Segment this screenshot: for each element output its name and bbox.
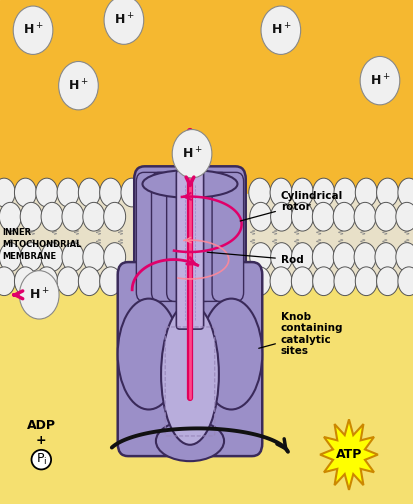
Ellipse shape [333,243,355,271]
Ellipse shape [100,267,121,295]
Ellipse shape [249,178,271,207]
Ellipse shape [312,202,334,231]
Ellipse shape [100,178,121,207]
Ellipse shape [62,243,84,271]
Ellipse shape [121,178,143,207]
Ellipse shape [313,178,335,207]
Ellipse shape [271,243,292,271]
Circle shape [19,271,59,319]
FancyBboxPatch shape [134,166,246,307]
Ellipse shape [57,178,79,207]
Ellipse shape [292,202,313,231]
Text: Knob
containing
catalytic
sites: Knob containing catalytic sites [259,311,343,356]
Ellipse shape [104,202,126,231]
Ellipse shape [377,178,399,207]
Ellipse shape [78,267,100,295]
Ellipse shape [78,178,100,207]
Ellipse shape [250,202,272,231]
Circle shape [261,6,301,54]
Ellipse shape [83,202,105,231]
Ellipse shape [312,243,334,271]
Ellipse shape [355,267,377,295]
Ellipse shape [62,202,84,231]
Ellipse shape [398,178,413,207]
Ellipse shape [354,202,376,231]
Text: H$^+$: H$^+$ [23,23,43,38]
Ellipse shape [41,243,63,271]
Ellipse shape [375,202,397,231]
Text: H$^+$: H$^+$ [68,78,89,93]
Ellipse shape [355,178,377,207]
Circle shape [172,130,212,178]
Circle shape [13,6,53,54]
Text: H$^+$: H$^+$ [29,287,50,302]
Text: Cylindrical
rotor: Cylindrical rotor [240,191,343,221]
Circle shape [360,56,400,105]
Ellipse shape [333,202,355,231]
Text: H$^+$: H$^+$ [271,23,291,38]
FancyBboxPatch shape [197,172,228,301]
Ellipse shape [270,178,292,207]
Ellipse shape [14,267,36,295]
Text: ADP: ADP [27,419,56,432]
Ellipse shape [20,202,42,231]
Ellipse shape [14,178,36,207]
Ellipse shape [271,202,292,231]
Ellipse shape [250,243,272,271]
Ellipse shape [396,202,413,231]
FancyBboxPatch shape [212,172,244,301]
Text: ATP: ATP [336,448,362,461]
Ellipse shape [292,243,313,271]
Polygon shape [320,419,378,490]
Bar [0,194,413,280]
Circle shape [104,0,144,44]
Ellipse shape [398,267,413,295]
Ellipse shape [270,267,292,295]
FancyBboxPatch shape [118,262,262,456]
Bar [0,0,413,194]
FancyBboxPatch shape [176,170,204,329]
Ellipse shape [83,243,105,271]
Ellipse shape [354,243,376,271]
Ellipse shape [396,243,413,271]
Ellipse shape [334,178,356,207]
Ellipse shape [0,267,15,295]
Text: INNER
MITOCHONDRIAL
MEMBRANE: INNER MITOCHONDRIAL MEMBRANE [2,228,81,261]
FancyBboxPatch shape [182,172,214,301]
Ellipse shape [161,303,219,445]
FancyBboxPatch shape [167,172,198,301]
Ellipse shape [377,267,399,295]
Ellipse shape [292,178,313,207]
Ellipse shape [292,267,313,295]
FancyBboxPatch shape [152,172,183,301]
Ellipse shape [104,243,126,271]
Bar [0,280,413,504]
Text: H$^+$: H$^+$ [370,73,390,88]
Ellipse shape [20,243,42,271]
Ellipse shape [156,421,224,461]
Ellipse shape [249,267,271,295]
Ellipse shape [36,178,58,207]
Ellipse shape [0,202,21,231]
Ellipse shape [36,267,58,295]
Ellipse shape [0,178,15,207]
Ellipse shape [41,202,63,231]
Ellipse shape [121,267,143,295]
Text: $\mathsf{P_i}$: $\mathsf{P_i}$ [36,452,47,467]
Ellipse shape [0,243,21,271]
Ellipse shape [375,243,397,271]
Ellipse shape [142,170,237,198]
Ellipse shape [313,267,335,295]
Ellipse shape [118,298,180,409]
Ellipse shape [200,298,262,409]
Text: +: + [36,434,47,448]
Text: H$^+$: H$^+$ [182,146,202,161]
Text: Rod: Rod [207,252,304,265]
Ellipse shape [57,267,79,295]
Circle shape [59,61,98,110]
Ellipse shape [334,267,356,295]
Text: H$^+$: H$^+$ [114,13,134,28]
FancyBboxPatch shape [136,172,168,301]
